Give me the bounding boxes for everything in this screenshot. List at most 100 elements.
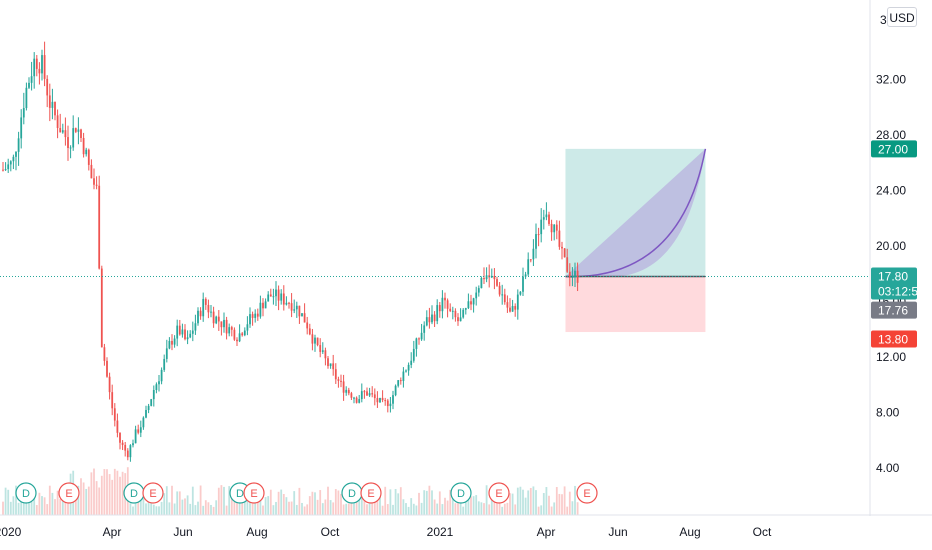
- x-tick-label: Jun: [608, 525, 627, 539]
- candle-body: [306, 322, 309, 329]
- volume-bar: [207, 502, 210, 515]
- volume-bar: [373, 491, 376, 515]
- volume-bar: [472, 496, 475, 515]
- candle-body: [74, 128, 77, 132]
- volume-bar: [204, 500, 207, 515]
- volume-bar: [509, 493, 511, 515]
- volume-bar: [41, 496, 43, 515]
- x-tick-label: Oct: [753, 525, 772, 539]
- candle-body: [194, 323, 197, 331]
- volume-bar: [571, 501, 574, 515]
- dividend-marker[interactable]: D: [15, 482, 37, 504]
- x-tick-label: Apr: [103, 525, 122, 539]
- volume-bar: [134, 498, 137, 515]
- volume-bar: [379, 492, 381, 515]
- earnings-marker[interactable]: E: [488, 482, 510, 504]
- volume-bar: [267, 496, 270, 515]
- candle-body: [145, 410, 147, 418]
- volume-bar: [223, 486, 225, 515]
- candle-body: [563, 248, 566, 258]
- volume-bar: [475, 495, 478, 515]
- candle-body: [459, 317, 462, 322]
- event-circle[interactable]: [243, 482, 265, 504]
- event-circle[interactable]: [142, 482, 164, 504]
- earnings-marker[interactable]: E: [243, 482, 265, 504]
- volume-bar: [527, 490, 530, 515]
- volume-bar: [470, 496, 472, 515]
- earnings-marker[interactable]: E: [58, 482, 80, 504]
- candle-body: [532, 248, 535, 260]
- candle-body: [80, 129, 82, 138]
- candle-body: [373, 394, 376, 399]
- candle-body: [412, 348, 415, 361]
- target-price-badge-bg: [871, 140, 917, 158]
- long-position-tool[interactable]: [565, 148, 707, 333]
- volume-bar: [535, 490, 537, 515]
- dividend-marker[interactable]: D: [450, 482, 472, 504]
- volume-bar: [415, 505, 418, 515]
- candle-body: [184, 329, 186, 340]
- volume-bar: [33, 492, 36, 515]
- candle-body: [111, 392, 114, 409]
- volume-bar: [295, 504, 298, 515]
- volume-bar: [4, 487, 7, 515]
- event-label: E: [65, 488, 72, 500]
- volume-bar: [173, 503, 176, 515]
- volume-bar: [493, 499, 496, 515]
- volume-bar: [498, 499, 501, 515]
- volume-bar: [74, 488, 77, 515]
- candle-body: [254, 313, 257, 318]
- y-tick-label: 32.00: [876, 73, 906, 87]
- earnings-marker[interactable]: E: [142, 482, 164, 504]
- prev-close-badge: 17.76: [871, 301, 917, 319]
- event-circle[interactable]: [360, 482, 382, 504]
- event-circle[interactable]: [58, 482, 80, 504]
- stop-price-badge-text: 13.80: [878, 333, 908, 347]
- event-label: E: [583, 488, 590, 500]
- earnings-marker[interactable]: E: [360, 482, 382, 504]
- candle-body: [215, 316, 218, 324]
- volume-bar: [199, 485, 202, 515]
- volume-bar: [202, 505, 205, 515]
- x-tick-label: Aug: [679, 525, 700, 539]
- candle-body: [61, 130, 64, 133]
- volume-bar: [282, 494, 285, 515]
- volume-bar: [171, 485, 173, 515]
- candle-body: [238, 333, 241, 342]
- volume-bar: [285, 497, 288, 515]
- dividend-marker[interactable]: D: [123, 482, 145, 504]
- loss-zone[interactable]: [565, 276, 706, 333]
- dividend-marker[interactable]: D: [341, 482, 363, 504]
- prev-close-badge-bg: [871, 301, 917, 319]
- event-circle[interactable]: [15, 482, 37, 504]
- candle-body: [150, 399, 153, 406]
- volume-bar: [210, 504, 212, 515]
- volume-bar: [324, 499, 327, 515]
- event-circle[interactable]: [488, 482, 510, 504]
- candle-body: [576, 270, 579, 283]
- event-circle[interactable]: [576, 482, 598, 504]
- volume-bar: [100, 475, 103, 515]
- candle-body: [334, 369, 337, 380]
- volume-bar: [152, 504, 155, 515]
- candle-body: [28, 82, 30, 88]
- candle-body: [438, 305, 441, 312]
- volume-bar: [446, 500, 449, 515]
- volume-bar: [85, 488, 88, 515]
- volume-bar: [405, 503, 407, 515]
- candle-body: [212, 311, 215, 324]
- event-circle[interactable]: [450, 482, 472, 504]
- volume-bar: [355, 494, 358, 515]
- candle-body: [285, 302, 288, 305]
- currency-button[interactable]: USD: [887, 7, 917, 27]
- volume-bar: [353, 503, 355, 515]
- candle-body: [277, 289, 280, 301]
- volume-bar: [334, 489, 337, 515]
- stop-price-badge-bg: [871, 330, 917, 348]
- earnings-marker[interactable]: E: [576, 482, 598, 504]
- candle-body: [360, 391, 363, 400]
- event-label: D: [236, 488, 244, 500]
